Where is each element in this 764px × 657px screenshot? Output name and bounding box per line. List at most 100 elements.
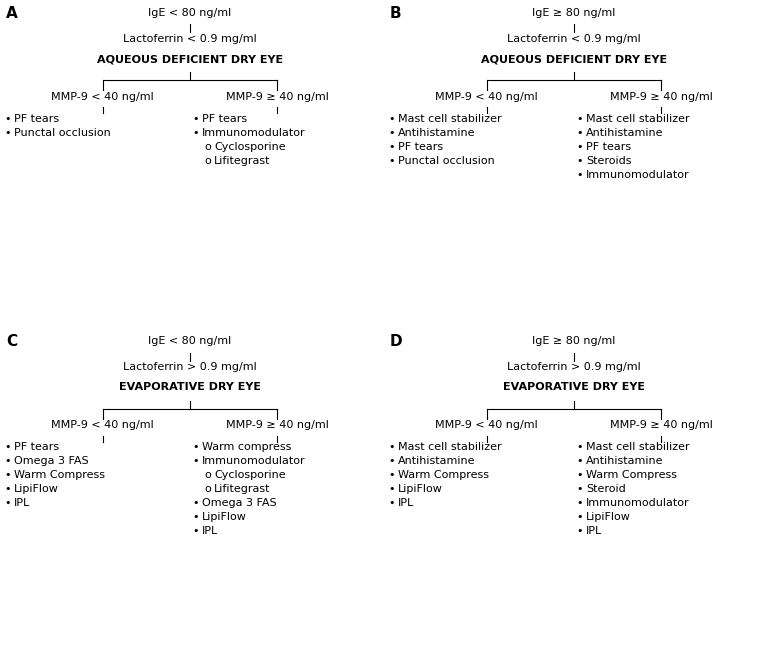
Text: •: • bbox=[576, 526, 582, 537]
Text: Warm Compress: Warm Compress bbox=[398, 470, 489, 480]
Text: •: • bbox=[576, 457, 582, 466]
Text: •: • bbox=[576, 156, 582, 166]
Text: PF tears: PF tears bbox=[398, 142, 443, 152]
Text: o: o bbox=[204, 156, 211, 166]
Text: •: • bbox=[576, 128, 582, 138]
Text: IPL: IPL bbox=[14, 499, 31, 509]
Text: Antihistamine: Antihistamine bbox=[398, 128, 475, 138]
Text: o: o bbox=[204, 470, 211, 480]
Text: EVAPORATIVE DRY EYE: EVAPORATIVE DRY EYE bbox=[503, 382, 645, 392]
Text: Immunomodulator: Immunomodulator bbox=[586, 170, 690, 180]
Text: IPL: IPL bbox=[398, 499, 414, 509]
Text: EVAPORATIVE DRY EYE: EVAPORATIVE DRY EYE bbox=[119, 382, 261, 392]
Text: •: • bbox=[576, 499, 582, 509]
Text: •: • bbox=[4, 128, 11, 138]
Text: •: • bbox=[576, 443, 582, 453]
Text: Mast cell stabilizer: Mast cell stabilizer bbox=[586, 114, 690, 124]
Text: PF tears: PF tears bbox=[14, 114, 59, 124]
Text: IgE < 80 ng/ml: IgE < 80 ng/ml bbox=[148, 336, 231, 346]
Text: •: • bbox=[192, 499, 199, 509]
Text: Lactoferrin > 0.9 mg/ml: Lactoferrin > 0.9 mg/ml bbox=[507, 363, 641, 373]
Text: D: D bbox=[390, 334, 403, 350]
Text: •: • bbox=[388, 499, 394, 509]
Text: B: B bbox=[390, 6, 402, 21]
Text: LipiFlow: LipiFlow bbox=[586, 512, 631, 522]
Text: LipiFlow: LipiFlow bbox=[202, 512, 247, 522]
Text: •: • bbox=[388, 128, 394, 138]
Text: AQUEOUS DEFICIENT DRY EYE: AQUEOUS DEFICIENT DRY EYE bbox=[97, 54, 283, 64]
Text: Warm compress: Warm compress bbox=[202, 443, 291, 453]
Text: Mast cell stabilizer: Mast cell stabilizer bbox=[398, 114, 502, 124]
Text: •: • bbox=[4, 114, 11, 124]
Text: •: • bbox=[388, 142, 394, 152]
Text: Immunomodulator: Immunomodulator bbox=[202, 128, 306, 138]
Text: IgE < 80 ng/ml: IgE < 80 ng/ml bbox=[148, 8, 231, 18]
Text: Punctal occlusion: Punctal occlusion bbox=[398, 156, 495, 166]
Text: Lactoferrin < 0.9 mg/ml: Lactoferrin < 0.9 mg/ml bbox=[123, 34, 257, 44]
Text: MMP-9 < 40 ng/ml: MMP-9 < 40 ng/ml bbox=[51, 92, 154, 102]
Text: Omega 3 FAS: Omega 3 FAS bbox=[14, 457, 89, 466]
Text: Immunomodulator: Immunomodulator bbox=[202, 457, 306, 466]
Text: •: • bbox=[4, 457, 11, 466]
Text: IPL: IPL bbox=[202, 526, 219, 537]
Text: •: • bbox=[576, 484, 582, 495]
Text: •: • bbox=[4, 484, 11, 495]
Text: Omega 3 FAS: Omega 3 FAS bbox=[202, 499, 277, 509]
Text: •: • bbox=[576, 114, 582, 124]
Text: •: • bbox=[192, 128, 199, 138]
Text: Immunomodulator: Immunomodulator bbox=[586, 499, 690, 509]
Text: Cyclosporine: Cyclosporine bbox=[214, 470, 286, 480]
Text: Antihistamine: Antihistamine bbox=[586, 128, 663, 138]
Text: Antihistamine: Antihistamine bbox=[398, 457, 475, 466]
Text: •: • bbox=[388, 114, 394, 124]
Text: •: • bbox=[388, 470, 394, 480]
Text: •: • bbox=[192, 526, 199, 537]
Text: PF tears: PF tears bbox=[202, 114, 247, 124]
Text: •: • bbox=[576, 142, 582, 152]
Text: •: • bbox=[192, 443, 199, 453]
Text: o: o bbox=[204, 142, 211, 152]
Text: LipiFlow: LipiFlow bbox=[398, 484, 443, 495]
Text: Warm Compress: Warm Compress bbox=[14, 470, 105, 480]
Text: Lifitegrast: Lifitegrast bbox=[214, 484, 270, 495]
Text: MMP-9 ≥ 40 ng/ml: MMP-9 ≥ 40 ng/ml bbox=[610, 420, 713, 430]
Text: •: • bbox=[4, 470, 11, 480]
Text: •: • bbox=[576, 170, 582, 180]
Text: •: • bbox=[388, 457, 394, 466]
Text: Mast cell stabilizer: Mast cell stabilizer bbox=[398, 443, 502, 453]
Text: •: • bbox=[388, 443, 394, 453]
Text: PF tears: PF tears bbox=[14, 443, 59, 453]
Text: Warm Compress: Warm Compress bbox=[586, 470, 677, 480]
Text: MMP-9 < 40 ng/ml: MMP-9 < 40 ng/ml bbox=[435, 92, 538, 102]
Text: Mast cell stabilizer: Mast cell stabilizer bbox=[586, 443, 690, 453]
Text: Antihistamine: Antihistamine bbox=[586, 457, 663, 466]
Text: IgE ≥ 80 ng/ml: IgE ≥ 80 ng/ml bbox=[533, 336, 616, 346]
Text: Lifitegrast: Lifitegrast bbox=[214, 156, 270, 166]
Text: MMP-9 ≥ 40 ng/ml: MMP-9 ≥ 40 ng/ml bbox=[226, 92, 329, 102]
Text: •: • bbox=[4, 499, 11, 509]
Text: •: • bbox=[576, 470, 582, 480]
Text: Steroids: Steroids bbox=[586, 156, 632, 166]
Text: MMP-9 < 40 ng/ml: MMP-9 < 40 ng/ml bbox=[51, 420, 154, 430]
Text: Lactoferrin > 0.9 mg/ml: Lactoferrin > 0.9 mg/ml bbox=[123, 363, 257, 373]
Text: •: • bbox=[388, 484, 394, 495]
Text: Punctal occlusion: Punctal occlusion bbox=[14, 128, 111, 138]
Text: C: C bbox=[6, 334, 17, 350]
Text: Cyclosporine: Cyclosporine bbox=[214, 142, 286, 152]
Text: •: • bbox=[4, 443, 11, 453]
Text: MMP-9 ≥ 40 ng/ml: MMP-9 ≥ 40 ng/ml bbox=[610, 92, 713, 102]
Text: o: o bbox=[204, 484, 211, 495]
Text: PF tears: PF tears bbox=[586, 142, 631, 152]
Text: •: • bbox=[192, 457, 199, 466]
Text: •: • bbox=[192, 114, 199, 124]
Text: LipiFlow: LipiFlow bbox=[14, 484, 59, 495]
Text: •: • bbox=[576, 512, 582, 522]
Text: A: A bbox=[6, 6, 18, 21]
Text: MMP-9 ≥ 40 ng/ml: MMP-9 ≥ 40 ng/ml bbox=[226, 420, 329, 430]
Text: Steroid: Steroid bbox=[586, 484, 626, 495]
Text: AQUEOUS DEFICIENT DRY EYE: AQUEOUS DEFICIENT DRY EYE bbox=[481, 54, 667, 64]
Text: IPL: IPL bbox=[586, 526, 602, 537]
Text: •: • bbox=[388, 156, 394, 166]
Text: MMP-9 < 40 ng/ml: MMP-9 < 40 ng/ml bbox=[435, 420, 538, 430]
Text: •: • bbox=[192, 512, 199, 522]
